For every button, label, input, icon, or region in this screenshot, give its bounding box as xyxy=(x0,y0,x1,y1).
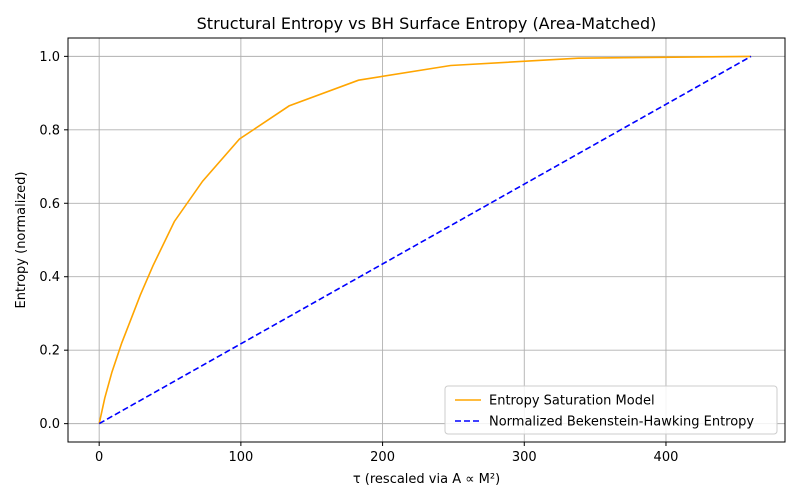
y-tick-label: 0.2 xyxy=(39,344,60,359)
chart-title: Structural Entropy vs BH Surface Entropy… xyxy=(197,14,657,33)
x-tick-label: 300 xyxy=(512,450,537,465)
y-tick-label: 0.8 xyxy=(39,123,60,138)
ticks: 0 100 200 300 400 0.0 0.2 0.4 0.6 0.8 1.0 xyxy=(39,50,678,465)
x-tick-label: 100 xyxy=(228,450,253,465)
legend-box xyxy=(444,385,778,435)
y-axis-label: Entropy (normalized) xyxy=(14,171,29,308)
series-line-2 xyxy=(98,55,752,425)
x-tick-label: 0 xyxy=(95,450,103,465)
legend-label-1: Entropy Saturation Model xyxy=(489,394,655,409)
y-tick-label: 1.0 xyxy=(39,50,60,65)
x-axis-label: τ (rescaled via A ∝ M²) xyxy=(353,472,500,487)
plot-frame xyxy=(67,37,786,443)
legend-label-2: Normalized Bekenstein-Hawking Entropy xyxy=(489,415,754,430)
series-layer xyxy=(98,55,752,425)
x-tick-label: 200 xyxy=(370,450,395,465)
y-tick-label: 0.6 xyxy=(39,197,60,212)
legend: Entropy Saturation Model Normalized Beken… xyxy=(444,385,778,435)
series-line-1 xyxy=(98,55,752,424)
x-tick-label: 400 xyxy=(654,450,679,465)
y-tick-label: 0.4 xyxy=(39,270,60,285)
y-tick-label: 0.0 xyxy=(39,417,60,432)
